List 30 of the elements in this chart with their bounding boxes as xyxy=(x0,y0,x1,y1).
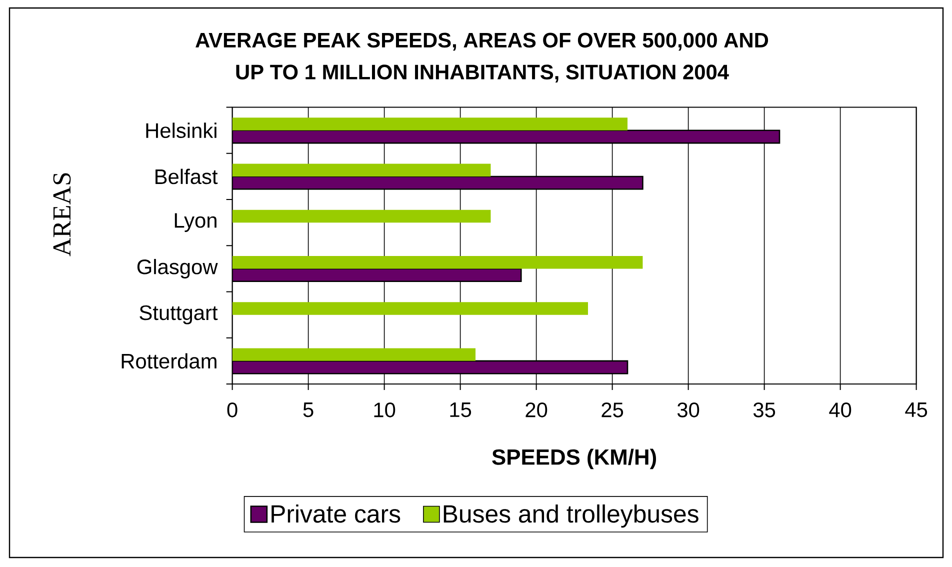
legend-label: Buses and trolleybuses xyxy=(444,504,698,528)
x-tick-label: 15 xyxy=(450,402,472,418)
bar xyxy=(232,348,476,361)
x-tick-label: 40 xyxy=(829,402,852,418)
y-tick-label: Stuttgart xyxy=(140,305,218,324)
x-tick-label: 35 xyxy=(753,402,776,418)
bar xyxy=(232,210,491,223)
bar xyxy=(232,256,643,269)
x-tick-label: 45 xyxy=(905,402,928,418)
x-tick-label: 25 xyxy=(602,402,624,418)
bar xyxy=(232,360,628,374)
x-tick-label: 20 xyxy=(526,402,548,418)
x-tick-label: 0 xyxy=(227,402,238,418)
bar xyxy=(232,302,588,315)
chart-title: AVERAGE PEAK SPEEDS, AREAS OF OVER 500,000 AND UP TO 1 MILLION INHABITANTS, SITUATION 2004 xyxy=(196,32,768,83)
bar xyxy=(232,164,491,176)
y-tick-label: Lyon xyxy=(174,213,216,232)
bar xyxy=(232,176,644,190)
x-tick-label: 10 xyxy=(374,402,396,418)
y-tick-label: Rotterdam xyxy=(122,353,216,369)
bar xyxy=(232,118,628,130)
x-tick-label: 5 xyxy=(303,402,314,418)
y-tick-label: Glasgow xyxy=(137,258,218,278)
y-tick-label: Belfast xyxy=(156,168,218,184)
legend-label: Private cars xyxy=(272,504,400,523)
y-axis-title: AREAS xyxy=(53,173,71,256)
x-tick-label: 30 xyxy=(677,402,700,418)
bar xyxy=(232,130,780,144)
y-tick-label: Helsinki xyxy=(146,122,216,138)
x-axis-title: SPEEDS (KM/H) xyxy=(492,448,656,470)
